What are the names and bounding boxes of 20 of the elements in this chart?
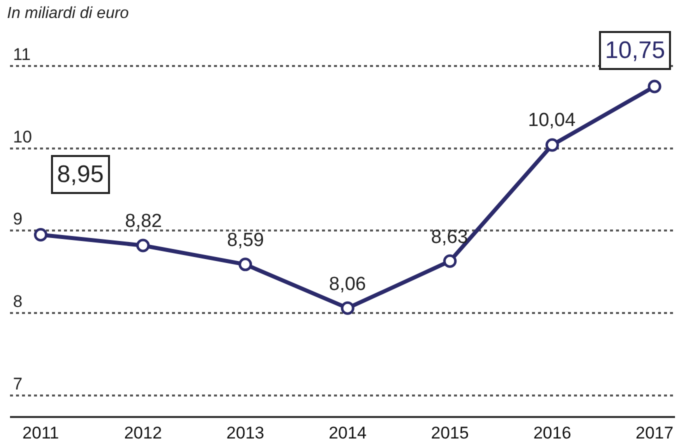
data-label: 10,04 — [528, 110, 576, 131]
x-tick-label: 2013 — [226, 423, 264, 442]
x-tick-label: 2017 — [636, 423, 674, 442]
data-label: 8,63 — [431, 227, 468, 248]
x-tick-label: 2014 — [328, 423, 367, 442]
data-label: 10,75 — [605, 37, 666, 64]
data-label: 8,06 — [329, 274, 366, 295]
x-tick-label: 2012 — [124, 423, 162, 442]
y-tick-label: 8 — [13, 292, 22, 312]
data-label: 8,95 — [57, 161, 104, 188]
y-tick-label: 10 — [13, 127, 32, 146]
data-label: 8,82 — [125, 211, 162, 232]
y-tick-label: 11 — [13, 44, 31, 64]
data-label: 8,59 — [227, 230, 264, 251]
x-tick-label: 2016 — [533, 423, 572, 442]
x-tick-label: 2011 — [22, 423, 59, 442]
y-tick-label: 9 — [13, 210, 22, 229]
x-tick-label: 2015 — [431, 423, 469, 442]
chart-subtitle: In miliardi di euro — [7, 4, 129, 22]
y-tick-label: 7 — [13, 374, 22, 394]
